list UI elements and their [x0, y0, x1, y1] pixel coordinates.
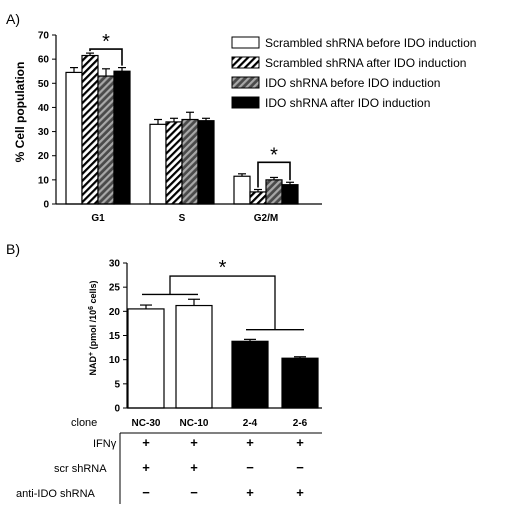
panel-b-category-label: 2-6 — [293, 418, 308, 429]
panel-b-y-tick-label: 25 — [109, 283, 121, 294]
panel-a-label: A) — [6, 11, 20, 27]
table-cell-sign: + — [296, 435, 304, 450]
panel-a-y-tick-label: 50 — [38, 79, 50, 90]
panel-b-y-tick-label: 5 — [114, 379, 120, 390]
panel-a-legend: Scrambled shRNA before IDO induction Scr… — [231, 36, 476, 110]
significance-bracket — [169, 275, 276, 330]
legend-swatch-4 — [231, 96, 260, 109]
panel-b-chart: B) NAD+ (pmol /106 cells) 0 5 10 15 20 25 30 *… — [6, 241, 322, 504]
bar-g1-series-3 — [97, 75, 115, 205]
panel-b-category-label: NC-10 — [180, 418, 209, 429]
table-row-label-ifng: IFNγ — [93, 438, 117, 450]
table-row-label-anti-ido-shrna: anti-IDO shRNA — [16, 488, 96, 500]
clone-row-label: clone — [71, 417, 97, 429]
table-cell-sign: − — [190, 485, 198, 500]
legend-label-4: IDO shRNA after IDO induction — [265, 96, 430, 110]
panel-a-chart: A) % Cell population 0 10 20 30 40 50 60 70 G1 S… — [6, 11, 476, 224]
panel-b-y-tick-label: 30 — [109, 259, 121, 270]
bar-clone-2-6 — [281, 357, 319, 409]
bar-g2m-series-1 — [233, 175, 251, 205]
significance-star: * — [270, 144, 278, 166]
panel-a-category-label: G2/M — [254, 213, 278, 224]
legend-swatch-2 — [231, 56, 260, 69]
table-cell-sign: + — [190, 460, 198, 475]
panel-a-y-tick-label: 20 — [38, 151, 50, 162]
panel-a-y-tick-label: 10 — [38, 175, 50, 186]
table-cell-sign: + — [246, 435, 254, 450]
panel-b-y-tick-label: 20 — [109, 307, 121, 318]
table-cell-sign: + — [246, 485, 254, 500]
treatment-table: IFNγ scr shRNA anti-IDO shRNA + + + + + + − − − −… — [16, 432, 322, 504]
bar-clone-2-4 — [231, 340, 269, 409]
panel-a-category-label: G1 — [91, 213, 105, 224]
legend-label-1: Scrambled shRNA before IDO induction — [265, 36, 476, 50]
bar-g1-series-2 — [81, 54, 99, 205]
legend-label-2: Scrambled shRNA after IDO induction — [265, 56, 466, 70]
significance-star: * — [219, 257, 227, 279]
bar-s-series-1 — [149, 123, 167, 205]
table-row-label-scr-shrna: scr shRNA — [54, 463, 107, 475]
table-cell-sign: + — [190, 435, 198, 450]
table-cell-sign: + — [142, 460, 150, 475]
panel-a-y-tick-label: 0 — [43, 200, 49, 211]
panel-b-y-axis-label: NAD+ (pmol /106 cells) — [88, 280, 98, 375]
significance-bracket — [257, 161, 291, 188]
bar-clone-nc-10 — [175, 304, 213, 409]
panel-b-y-tick-label: 15 — [109, 331, 121, 342]
table-cell-sign: − — [142, 485, 150, 500]
table-cell-sign: + — [142, 435, 150, 450]
legend-swatch-3 — [231, 76, 260, 89]
panel-a-y-tick-label: 30 — [38, 127, 50, 138]
panel-b-category-label: 2-4 — [243, 418, 258, 429]
bar-s-series-3 — [181, 118, 199, 205]
panel-a-y-tick-label: 40 — [38, 103, 50, 114]
panel-b-y-tick-label: 0 — [114, 404, 120, 415]
bar-g2m-series-4 — [281, 184, 299, 205]
bar-g1-series-1 — [65, 71, 83, 205]
bar-g1-series-4 — [113, 70, 131, 205]
bar-g2m-series-3 — [265, 179, 283, 205]
legend-label-3: IDO shRNA before IDO induction — [265, 76, 440, 90]
significance-bracket — [89, 48, 123, 66]
legend-swatch-1 — [231, 36, 260, 49]
significance-star: * — [102, 31, 110, 53]
bar-s-series-4 — [197, 120, 215, 205]
bar-s-series-2 — [165, 121, 183, 205]
panel-b-category-label: NC-30 — [132, 418, 161, 429]
panel-b-y-tick-label: 10 — [109, 355, 121, 366]
panel-b-label: B) — [6, 241, 20, 257]
table-cell-sign: − — [296, 460, 304, 475]
table-cell-sign: − — [246, 460, 254, 475]
panel-a-y-tick-label: 60 — [38, 55, 50, 66]
bar-clone-nc-30 — [127, 308, 165, 409]
panel-a-category-label: S — [179, 213, 186, 224]
panel-a-y-axis-label: % Cell population — [13, 62, 27, 163]
table-cell-sign: + — [296, 485, 304, 500]
panel-a-y-tick-label: 70 — [38, 31, 50, 42]
bar-g2m-series-2 — [249, 191, 267, 205]
